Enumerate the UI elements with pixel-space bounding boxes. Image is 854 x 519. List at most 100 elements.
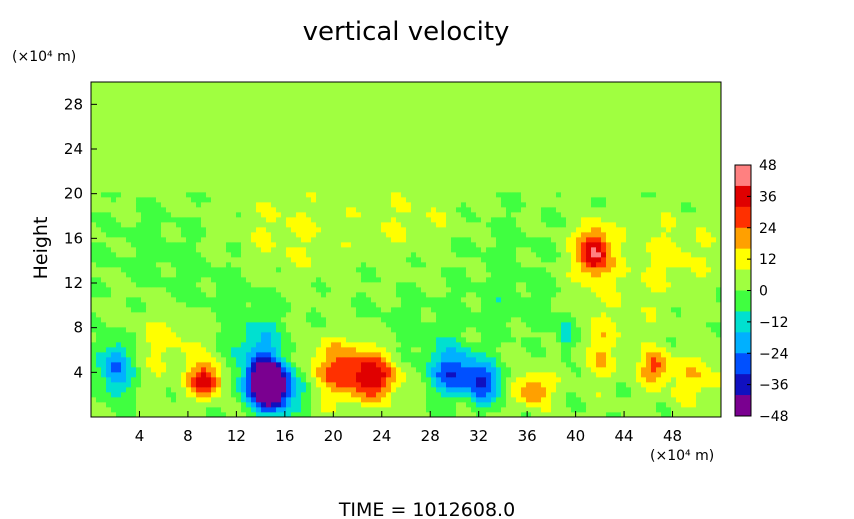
heatmap-cell <box>406 297 412 303</box>
heatmap-cell <box>561 317 567 323</box>
heatmap-cell <box>391 282 397 288</box>
heatmap-cell <box>611 337 617 343</box>
heatmap-cell <box>581 307 587 313</box>
heatmap-cell <box>691 237 697 243</box>
heatmap-cell <box>611 302 617 308</box>
heatmap-cell <box>136 362 142 368</box>
heatmap-cell <box>166 347 172 353</box>
heatmap-cell <box>441 302 447 308</box>
heatmap-cell <box>396 267 402 273</box>
heatmap-cell <box>471 327 477 333</box>
heatmap-cell <box>301 412 307 418</box>
heatmap-cell <box>401 292 407 298</box>
heatmap-cell <box>396 242 402 248</box>
heatmap-cell <box>106 362 112 368</box>
heatmap-cell <box>471 242 477 248</box>
heatmap-cell <box>611 282 617 288</box>
heatmap-cell <box>566 242 572 248</box>
heatmap-cell <box>246 382 252 388</box>
heatmap-cell <box>656 272 662 278</box>
heatmap-cell <box>291 287 297 293</box>
heatmap-cell <box>641 332 647 338</box>
heatmap-cell <box>476 267 482 273</box>
heatmap-cell <box>606 257 612 263</box>
heatmap-cell <box>606 352 612 358</box>
heatmap-cell <box>591 227 597 233</box>
heatmap-cell <box>356 332 362 338</box>
heatmap-cell <box>116 397 122 403</box>
heatmap-cell <box>221 322 227 328</box>
heatmap-cell <box>366 402 372 408</box>
heatmap-cell <box>141 222 147 228</box>
heatmap-cell <box>656 247 662 253</box>
heatmap-cell <box>96 407 102 413</box>
heatmap-cell <box>501 292 507 298</box>
heatmap-cell <box>366 362 372 368</box>
heatmap-cell <box>451 347 457 353</box>
heatmap-cell <box>181 252 187 258</box>
heatmap-cell <box>261 272 267 278</box>
heatmap-cell <box>456 332 462 338</box>
heatmap-cell <box>681 397 687 403</box>
heatmap-cell <box>371 257 377 263</box>
heatmap-cell <box>166 237 172 243</box>
heatmap-cell <box>531 357 537 363</box>
heatmap-cell <box>321 387 327 393</box>
heatmap-cell <box>456 327 462 333</box>
heatmap-cell <box>276 357 282 363</box>
heatmap-cell <box>151 277 157 283</box>
heatmap-cell <box>146 252 152 258</box>
heatmap-cell <box>121 222 127 228</box>
heatmap-cell <box>671 277 677 283</box>
heatmap-cell <box>416 267 422 273</box>
heatmap-cell <box>346 357 352 363</box>
heatmap-cell <box>446 367 452 373</box>
heatmap-cell <box>366 272 372 278</box>
heatmap-cell <box>381 402 387 408</box>
heatmap-cell <box>701 277 707 283</box>
heatmap-cell <box>536 392 542 398</box>
heatmap-cell <box>391 287 397 293</box>
heatmap-cell <box>501 247 507 253</box>
heatmap-cell <box>96 352 102 358</box>
heatmap-cell <box>511 397 517 403</box>
heatmap-cell <box>291 402 297 408</box>
heatmap-cell <box>666 402 672 408</box>
heatmap-cell <box>536 347 542 353</box>
heatmap-cell <box>716 307 722 313</box>
heatmap-cell <box>501 342 507 348</box>
heatmap-cell <box>171 322 177 328</box>
heatmap-cell <box>561 342 567 348</box>
heatmap-cell <box>106 217 112 223</box>
heatmap-cell <box>381 332 387 338</box>
heatmap-cell <box>341 257 347 263</box>
heatmap-cell <box>506 352 512 358</box>
heatmap-cell <box>111 312 117 318</box>
heatmap-cell <box>361 377 367 383</box>
heatmap-cell <box>96 377 102 383</box>
heatmap-cell <box>551 377 557 383</box>
heatmap-cell <box>481 292 487 298</box>
heatmap-cell <box>606 252 612 258</box>
heatmap-cell <box>456 352 462 358</box>
heatmap-cell <box>681 332 687 338</box>
heatmap-cell <box>251 257 257 263</box>
heatmap-cell <box>321 252 327 258</box>
heatmap-cell <box>251 412 257 418</box>
heatmap-cell <box>256 387 262 393</box>
heatmap-cell <box>666 252 672 258</box>
heatmap-cell <box>536 337 542 343</box>
heatmap-cell <box>91 397 97 403</box>
heatmap-cell <box>231 272 237 278</box>
heatmap-cell <box>101 267 107 273</box>
heatmap-cell <box>456 362 462 368</box>
heatmap-cell <box>611 252 617 258</box>
heatmap-cell <box>191 412 197 418</box>
heatmap-cell <box>251 337 257 343</box>
heatmap-cell <box>536 327 542 333</box>
heatmap-cell <box>346 232 352 238</box>
heatmap-cell <box>276 262 282 268</box>
heatmap-cell <box>171 402 177 408</box>
heatmap-cell <box>131 322 137 328</box>
heatmap-cell <box>406 312 412 318</box>
